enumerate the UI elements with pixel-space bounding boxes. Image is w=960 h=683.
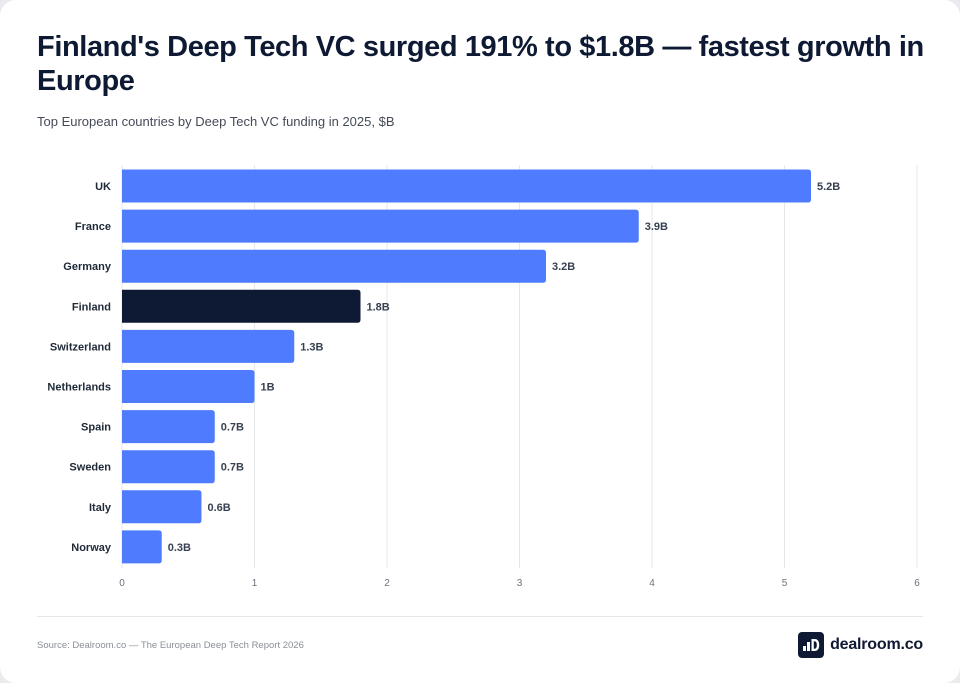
bar[interactable] — [122, 169, 811, 203]
data-label: 0.6B — [208, 502, 231, 514]
source-note: Source: Dealroom.co — The European Deep … — [37, 640, 304, 651]
category-label: UK — [95, 181, 111, 193]
data-label: 1.8B — [367, 301, 390, 313]
bar[interactable] — [122, 329, 295, 363]
data-label: 3.9B — [645, 221, 668, 233]
chart-subtitle: Top European countries by Deep Tech VC f… — [37, 114, 395, 129]
category-label: Finland — [72, 301, 111, 313]
category-label: Spain — [81, 422, 111, 434]
brand-name: dealroom.co — [830, 636, 923, 653]
data-label: 0.7B — [221, 462, 244, 474]
data-label: 3.2B — [552, 261, 575, 273]
bar-chart: 0 1 2 3 4 5 6 UK 5.2B France 3.9B Germany 3.2B Finlan… — [47, 165, 920, 589]
brand-logo[interactable]: dealroom.co — [798, 632, 923, 658]
category-label: Norway — [71, 542, 112, 554]
x-tick-label: 2 — [384, 578, 390, 589]
bar[interactable] — [122, 450, 215, 484]
footer-divider — [37, 616, 923, 617]
bar[interactable] — [122, 249, 546, 283]
x-tick-label: 6 — [914, 578, 920, 589]
dealroom-logo-icon — [798, 632, 825, 658]
x-tick-label: 1 — [252, 578, 258, 589]
bar[interactable] — [122, 490, 202, 524]
bar[interactable] — [122, 530, 162, 564]
data-label: 1.3B — [300, 341, 323, 353]
chart-title: Finland's Deep Tech VC surged 191% to $1… — [37, 31, 924, 97]
category-label: France — [75, 221, 111, 233]
category-label: Sweden — [69, 462, 111, 474]
category-label: Netherlands — [47, 382, 111, 394]
x-tick-label: 5 — [782, 578, 788, 589]
bar[interactable] — [122, 209, 639, 243]
data-label: 1B — [261, 382, 275, 394]
x-tick-label: 4 — [649, 578, 655, 589]
data-label: 0.7B — [221, 422, 244, 434]
category-label: Germany — [63, 261, 112, 273]
data-label: 5.2B — [817, 181, 840, 193]
x-tick-label: 0 — [119, 578, 125, 589]
category-label: Switzerland — [50, 341, 111, 353]
data-label: 0.3B — [168, 542, 191, 554]
category-label: Italy — [89, 502, 112, 514]
bar[interactable] — [122, 289, 361, 323]
bar[interactable] — [122, 370, 255, 403]
x-tick-label: 3 — [517, 578, 523, 589]
bar[interactable] — [122, 410, 215, 444]
